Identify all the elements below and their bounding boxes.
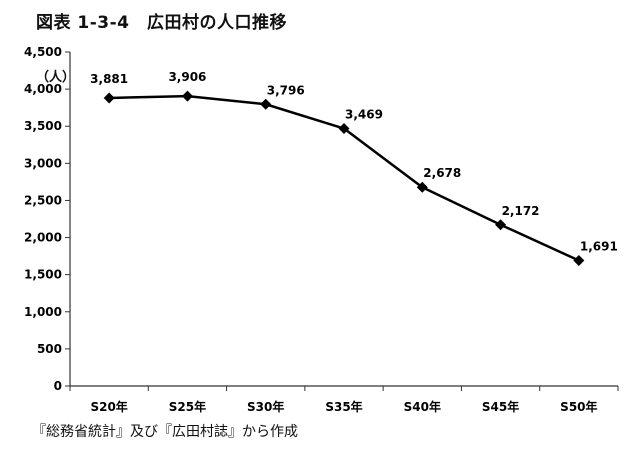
data-label: 3,796	[267, 83, 305, 97]
source-caption: 『総務省統計』及び『広田村誌』から作成	[32, 424, 298, 440]
y-tick-label: 1,000	[24, 305, 62, 319]
data-label: 2,172	[502, 204, 540, 218]
data-point-marker	[103, 92, 115, 104]
y-tick-label: 3,500	[24, 119, 62, 133]
data-label: 3,906	[168, 70, 206, 84]
data-point-marker	[181, 90, 193, 102]
series-population: 3,881 3,906 3,796 3,469 2,678 2,172 1,691	[90, 70, 618, 266]
y-tick-label: 0	[54, 379, 62, 393]
x-tick-label: S50年	[560, 399, 597, 414]
data-point-marker	[416, 181, 428, 193]
x-tick-label: S30年	[247, 399, 284, 414]
y-axis: 0 500 1,000 1,500 2,000 2,500 3,000 3,500 4,000 4…	[24, 45, 71, 393]
y-tick-label: 2,000	[24, 231, 62, 245]
x-tick-label: S40年	[404, 399, 441, 414]
x-tick-label: S45年	[482, 399, 519, 414]
y-tick-label: 2,500	[24, 193, 62, 207]
data-label: 3,469	[345, 108, 383, 122]
y-tick-label: 500	[37, 342, 62, 356]
x-axis: S20年 S25年 S30年 S35年 S40年 S45年 S50年	[69, 385, 619, 414]
data-point-marker	[495, 219, 507, 231]
series-line	[109, 94, 580, 262]
chart-title: 図表 1-3-4 広田村の人口推移	[36, 13, 288, 33]
data-point-marker	[573, 254, 585, 266]
data-point-marker	[338, 123, 350, 135]
x-tick-label: S35年	[325, 399, 362, 414]
y-tick-label: 4,000	[24, 82, 62, 96]
y-tick-label: 1,500	[24, 268, 62, 282]
y-axis-unit-label: （人）	[36, 70, 76, 85]
y-tick-label: 4,500	[24, 45, 62, 59]
x-tick-label: S20年	[90, 399, 127, 414]
data-label: 1,691	[580, 239, 618, 253]
data-point-marker	[260, 98, 272, 110]
data-label: 3,881	[90, 72, 128, 86]
x-tick-label: S25年	[169, 399, 206, 414]
y-tick-label: 3,000	[24, 156, 62, 170]
data-label: 2,678	[423, 166, 461, 180]
